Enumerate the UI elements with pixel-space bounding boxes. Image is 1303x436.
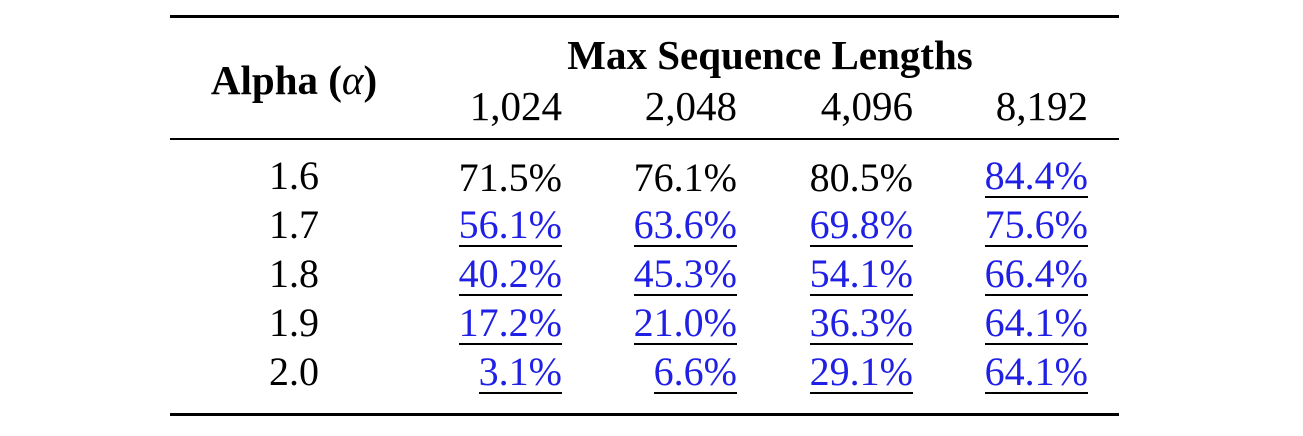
table-cell-link[interactable]: 64.1%	[938, 352, 1088, 394]
cell-value[interactable]: 64.1%	[984, 300, 1088, 345]
alpha-header-text: Alpha (	[210, 57, 342, 103]
table-cell: 80.5%	[763, 156, 913, 200]
alpha-column-header: Alpha (α)	[200, 60, 388, 101]
table-cell-link[interactable]: 63.6%	[587, 205, 737, 247]
cell-value[interactable]: 64.1%	[984, 349, 1088, 394]
table-cell-link[interactable]: 69.8%	[763, 205, 913, 247]
cell-value[interactable]: 29.1%	[809, 349, 913, 394]
table-cell-link[interactable]: 66.4%	[938, 254, 1088, 296]
row-label-alpha: 2.0	[269, 349, 319, 394]
row-label-alpha: 1.7	[269, 202, 319, 247]
table-cell-link[interactable]: 64.1%	[938, 303, 1088, 345]
table-cell-link[interactable]: 45.3%	[587, 254, 737, 296]
column-header-8192: 8,192	[995, 83, 1088, 129]
table-cell-link[interactable]: 29.1%	[763, 352, 913, 394]
alpha-header-close: )	[363, 57, 378, 103]
cell-value[interactable]: 21.0%	[633, 300, 737, 345]
cell-value[interactable]: 56.1%	[458, 202, 562, 247]
cell-value[interactable]: 54.1%	[809, 251, 913, 296]
alpha-symbol: α	[341, 57, 364, 103]
table-cell-link[interactable]: 56.1%	[412, 205, 562, 247]
table-cell: 76.1%	[587, 156, 737, 200]
cell-value[interactable]: 45.3%	[633, 251, 737, 296]
column-header-1024: 1,024	[469, 83, 562, 129]
row-label-alpha: 1.6	[269, 153, 319, 198]
cell-value[interactable]: 66.4%	[984, 251, 1088, 296]
table-cell-link[interactable]: 3.1%	[412, 352, 562, 394]
table-top-rule	[170, 15, 1119, 18]
table-cell-link[interactable]: 17.2%	[412, 303, 562, 345]
table-cell-link[interactable]: 6.6%	[587, 352, 737, 394]
table-cell-link[interactable]: 84.4%	[938, 156, 1088, 198]
cell-value[interactable]: 3.1%	[478, 349, 562, 394]
cell-value: 76.1%	[633, 155, 737, 200]
cell-value[interactable]: 69.8%	[809, 202, 913, 247]
cell-value[interactable]: 84.4%	[984, 153, 1088, 198]
cell-value[interactable]: 36.3%	[809, 300, 913, 345]
table-cell-link[interactable]: 54.1%	[763, 254, 913, 296]
row-label-alpha: 1.8	[269, 251, 319, 296]
table-cell-link[interactable]: 21.0%	[587, 303, 737, 345]
cell-value[interactable]: 6.6%	[653, 349, 737, 394]
column-header-2048: 2,048	[644, 83, 737, 129]
table-cell-link[interactable]: 40.2%	[412, 254, 562, 296]
cell-value[interactable]: 17.2%	[458, 300, 562, 345]
table-bottom-rule	[170, 413, 1119, 416]
cell-value[interactable]: 63.6%	[633, 202, 737, 247]
max-sequence-lengths-header: Max Sequence Lengths	[567, 32, 973, 78]
cell-value[interactable]: 40.2%	[458, 251, 562, 296]
column-header-4096: 4,096	[820, 83, 913, 129]
cell-value[interactable]: 75.6%	[984, 202, 1088, 247]
table-header-rule	[170, 138, 1119, 140]
cell-value: 71.5%	[458, 155, 562, 200]
table-cell: 71.5%	[412, 156, 562, 200]
row-label-alpha: 1.9	[269, 300, 319, 345]
table-cell-link[interactable]: 75.6%	[938, 205, 1088, 247]
cell-value: 80.5%	[809, 155, 913, 200]
table-cell-link[interactable]: 36.3%	[763, 303, 913, 345]
